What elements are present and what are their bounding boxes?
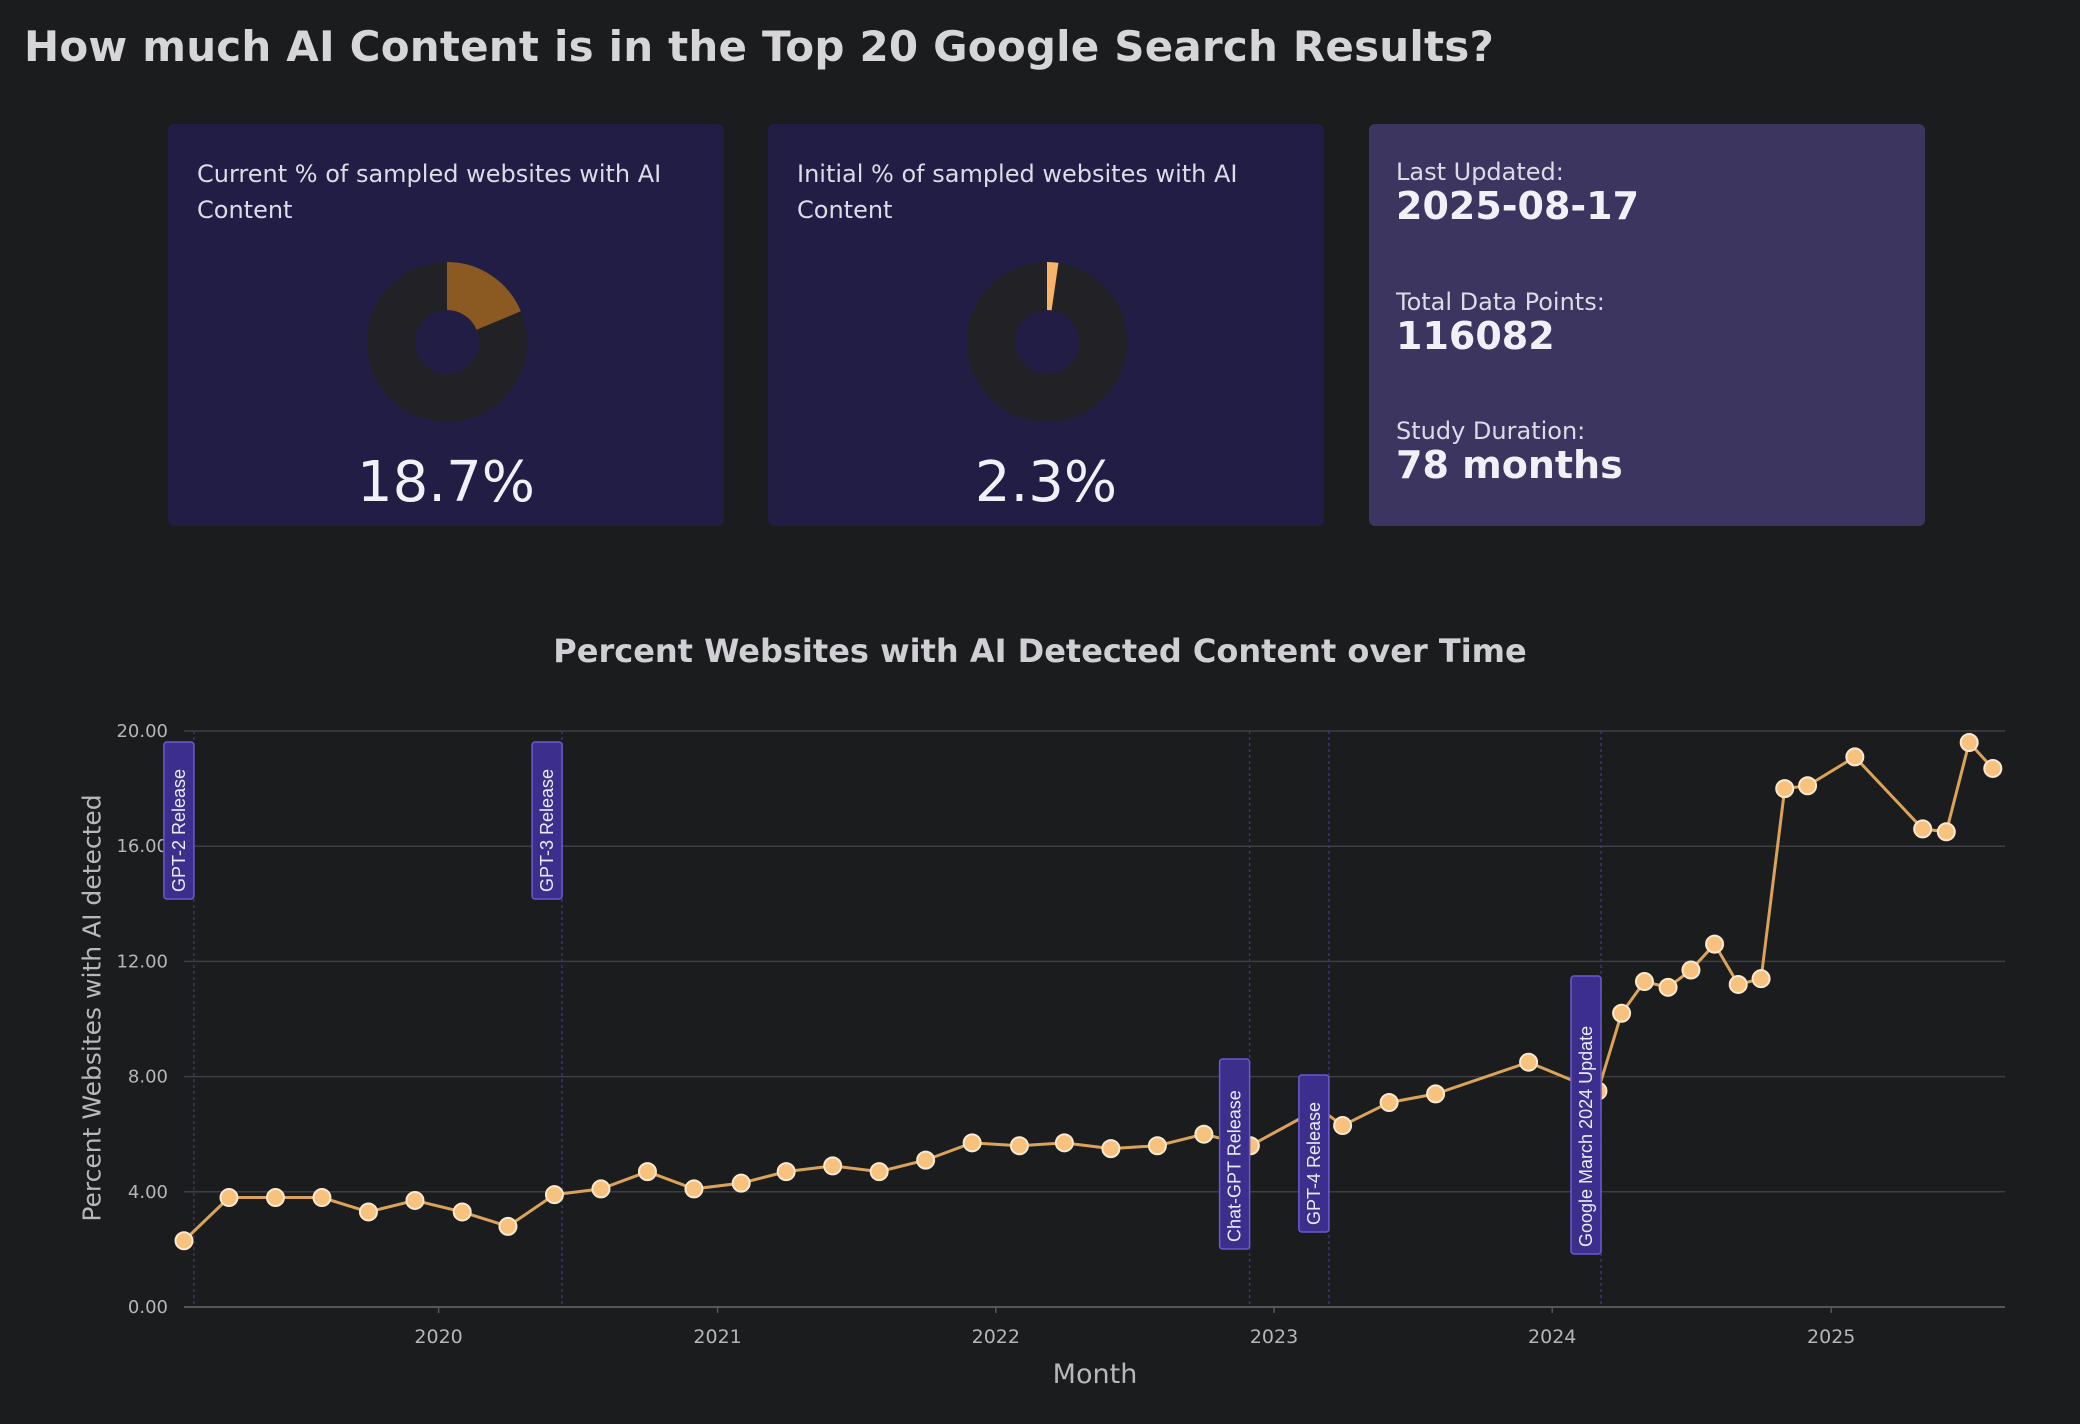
annotation-label: GPT-2 Release: [169, 769, 189, 892]
data-point: [637, 1162, 657, 1182]
y-tick-label: 8.00: [128, 1067, 168, 1088]
annotation-label: GPT-4 Release: [1304, 1102, 1324, 1225]
annotation-label-box: [1298, 1074, 1330, 1233]
initial-percentage-label: Initial % of sampled websites with AI Co…: [797, 160, 1238, 224]
data-point: [916, 1150, 936, 1170]
data-point: [1147, 1136, 1167, 1156]
data-point: [1728, 974, 1748, 994]
data-point: [1634, 972, 1654, 992]
data-point: [869, 1162, 889, 1182]
initial-percentage-value: 2.3%: [974, 450, 1118, 515]
study-duration-value: 78 months: [1396, 443, 1623, 487]
x-tick-label: 2025: [1807, 1326, 1855, 1348]
current-percentage-donut: [367, 262, 527, 422]
annotation-label: GPT-3 Release: [537, 769, 557, 892]
data-point: [823, 1156, 843, 1176]
data-point: [591, 1179, 611, 1199]
study-stats-card: Last Updated: 2025-08-17 Total Data Poin…: [1369, 124, 1925, 526]
data-point: [1798, 776, 1818, 796]
total-data-points-value: 116082: [1396, 314, 1555, 358]
data-point: [1913, 819, 1933, 839]
data-point: [684, 1179, 704, 1199]
data-point: [358, 1202, 378, 1222]
data-point: [1054, 1133, 1074, 1153]
data-point: [1612, 1003, 1632, 1023]
annotation-label-box: [531, 741, 563, 900]
series-line: [182, 739, 1994, 1242]
y-tick-label: 16.00: [116, 836, 168, 857]
initial-percentage-card: Initial % of sampled websites with AI Co…: [768, 124, 1324, 526]
data-point: [1519, 1052, 1539, 1072]
total-data-points-label: Total Data Points:: [1396, 288, 1605, 316]
data-point: [1101, 1139, 1121, 1159]
data-point: [1959, 733, 1979, 753]
x-tick-label: 2022: [972, 1326, 1020, 1348]
annotation-label-box: [163, 741, 195, 900]
x-tick-label: 2024: [1528, 1326, 1576, 1348]
donut-fill: [367, 262, 527, 422]
current-percentage-label: Current % of sampled websites with AI Co…: [197, 160, 662, 224]
x-tick-label: 2023: [1250, 1326, 1298, 1348]
y-tick-label: 4.00: [128, 1182, 168, 1203]
data-point: [174, 1231, 194, 1251]
data-point: [312, 1188, 332, 1208]
data-point: [962, 1133, 982, 1153]
data-point: [776, 1162, 796, 1182]
data-point: [1983, 758, 2003, 778]
initial-percentage-donut: [967, 262, 1127, 422]
data-point: [1705, 934, 1725, 954]
data-point: [544, 1185, 564, 1205]
data-point: [1681, 960, 1701, 980]
data-point: [405, 1190, 425, 1210]
y-tick-label: 0.00: [128, 1297, 168, 1318]
data-point: [498, 1216, 518, 1236]
data-point: [1009, 1136, 1029, 1156]
data-point: [219, 1188, 239, 1208]
data-point: [452, 1202, 472, 1222]
annotation-label-box: [1218, 1058, 1251, 1250]
line-chart: 0.00 4.00 8.00 12.00 16.00 20.00 2020 2021 2022 2…: [116, 721, 2005, 1348]
annotation-label: Google March 2024 Update: [1576, 1026, 1596, 1247]
page-title: How much AI Content is in the Top 20 Goo…: [24, 22, 1495, 71]
study-duration-label: Study Duration:: [1396, 417, 1586, 445]
data-point: [1775, 779, 1795, 799]
data-point: [1936, 822, 1956, 842]
y-tick-label: 20.00: [116, 721, 168, 742]
donut-fill: [967, 262, 1127, 422]
x-tick-label: 2021: [693, 1326, 741, 1348]
data-point: [265, 1188, 285, 1208]
chart-title: Percent Websites with AI Detected Conten…: [553, 632, 1527, 670]
data-point: [1194, 1124, 1214, 1144]
y-axis-label: Percent Websites with AI detected: [77, 794, 107, 1222]
data-point: [1751, 969, 1771, 989]
data-point: [1333, 1116, 1353, 1136]
annotation-label: Chat-GPT Release: [1225, 1090, 1245, 1242]
last-updated-label: Last Updated:: [1396, 158, 1564, 186]
current-percentage-card: Current % of sampled websites with AI Co…: [168, 124, 724, 526]
last-updated-value: 2025-08-17: [1396, 184, 1640, 228]
data-point: [1379, 1093, 1399, 1113]
x-tick-label: 2020: [414, 1326, 462, 1348]
data-point: [1658, 977, 1678, 997]
y-tick-label: 12.00: [116, 951, 168, 972]
data-point: [1426, 1084, 1446, 1104]
current-percentage-value: 18.7%: [357, 450, 535, 515]
x-axis-label: Month: [1052, 1359, 1138, 1390]
annotation-label-box: [1570, 975, 1602, 1255]
data-point: [1845, 747, 1865, 767]
data-point: [731, 1173, 751, 1193]
